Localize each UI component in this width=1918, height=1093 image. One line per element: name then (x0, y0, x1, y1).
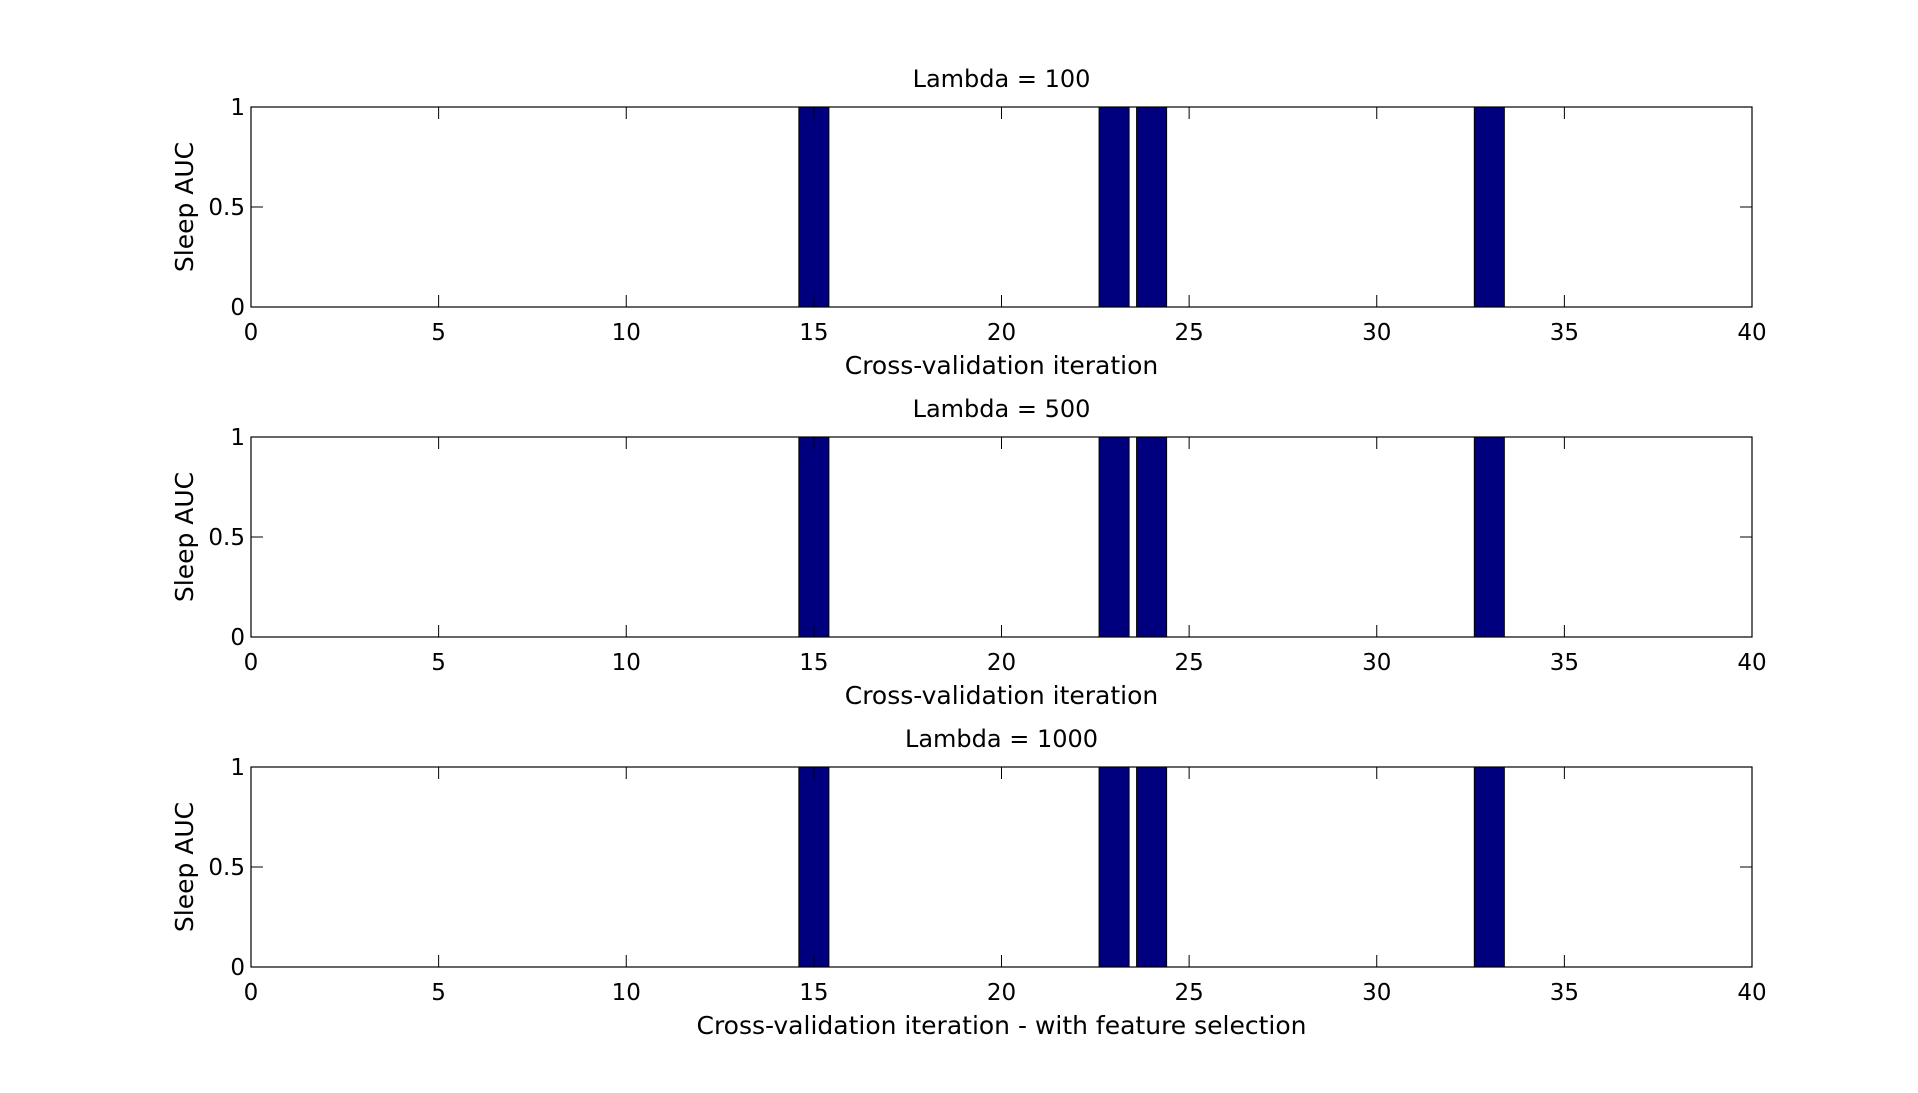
bar (798, 106, 830, 308)
subplot-title: Lambda = 1000 (905, 725, 1098, 753)
y-axis-label: Sleep AUC (170, 472, 199, 602)
x-axis-label: Cross-validation iteration - with featur… (697, 1011, 1307, 1040)
x-tick-label: 10 (612, 650, 641, 676)
axes-background (251, 107, 1752, 307)
bar (1098, 766, 1130, 968)
x-tick-label: 10 (612, 980, 641, 1006)
y-tick-label: 1 (230, 425, 245, 451)
x-tick-label: 0 (244, 980, 259, 1006)
bar (1473, 766, 1505, 968)
x-tick-label: 25 (1174, 980, 1203, 1006)
x-tick-label: 30 (1362, 650, 1391, 676)
bar (1136, 436, 1168, 638)
subplot-1: 0 5 10 15 20 25 30 35 40 0 0.5 1 Lambda = 100 Cross-v… (170, 65, 1767, 380)
x-tick-label: 35 (1550, 980, 1579, 1006)
bar (1473, 436, 1505, 638)
y-tick-label: 0 (230, 295, 245, 321)
x-tick-label: 20 (987, 980, 1016, 1006)
subplot-title: Lambda = 500 (913, 395, 1091, 423)
x-tick-label: 20 (987, 320, 1016, 346)
y-tick-label: 1 (230, 755, 245, 781)
y-axis-label: Sleep AUC (170, 802, 199, 932)
subplot-title: Lambda = 100 (913, 65, 1091, 93)
x-tick-label: 15 (799, 650, 828, 676)
bar (1136, 766, 1168, 968)
x-tick-label: 40 (1737, 650, 1766, 676)
x-tick-label: 10 (612, 320, 641, 346)
x-tick-label: 5 (431, 320, 446, 346)
x-tick-label: 15 (799, 980, 828, 1006)
axes-background (251, 767, 1752, 967)
y-tick-label: 1 (230, 95, 245, 121)
subplot-2: 0 5 10 15 20 25 30 35 40 0 0.5 1 Lambda = 500 Cross-v… (170, 395, 1767, 710)
bar (1098, 106, 1130, 308)
x-tick-label: 5 (431, 650, 446, 676)
bar (798, 766, 830, 968)
x-tick-label: 20 (987, 650, 1016, 676)
y-tick-label: 0.5 (208, 195, 245, 221)
x-tick-label: 30 (1362, 980, 1391, 1006)
x-tick-label: 25 (1174, 650, 1203, 676)
x-tick-label: 35 (1550, 320, 1579, 346)
bar (1473, 106, 1505, 308)
bar (1098, 436, 1130, 638)
x-tick-label: 15 (799, 320, 828, 346)
axes-background (251, 437, 1752, 637)
y-tick-label: 0 (230, 955, 245, 981)
x-axis-label: Cross-validation iteration (845, 351, 1159, 380)
y-tick-label: 0.5 (208, 855, 245, 881)
x-tick-label: 0 (244, 320, 259, 346)
y-tick-label: 0.5 (208, 525, 245, 551)
x-tick-label: 0 (244, 650, 259, 676)
y-tick-label: 0 (230, 625, 245, 651)
x-axis-label: Cross-validation iteration (845, 681, 1159, 710)
x-tick-label: 35 (1550, 650, 1579, 676)
x-tick-label: 40 (1737, 320, 1766, 346)
x-tick-label: 5 (431, 980, 446, 1006)
x-tick-label: 30 (1362, 320, 1391, 346)
x-tick-label: 40 (1737, 980, 1766, 1006)
bar (798, 436, 830, 638)
x-tick-label: 25 (1174, 320, 1203, 346)
y-axis-label: Sleep AUC (170, 142, 199, 272)
subplot-3: 0 5 10 15 20 25 30 35 40 0 0.5 1 Lambda = 1000 Cross-… (170, 725, 1767, 1040)
bar (1136, 106, 1168, 308)
